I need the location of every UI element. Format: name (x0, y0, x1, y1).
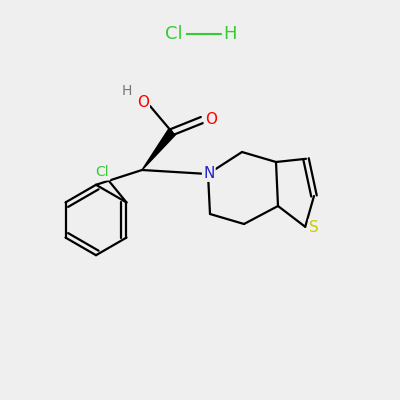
Polygon shape (142, 129, 176, 170)
Text: S: S (309, 220, 319, 235)
Text: H: H (122, 84, 132, 98)
Text: O: O (205, 112, 217, 127)
Text: Cl: Cl (165, 25, 183, 43)
Text: H: H (223, 25, 237, 43)
Text: Cl: Cl (96, 166, 109, 180)
Text: N: N (203, 166, 214, 181)
Text: O: O (137, 95, 149, 110)
